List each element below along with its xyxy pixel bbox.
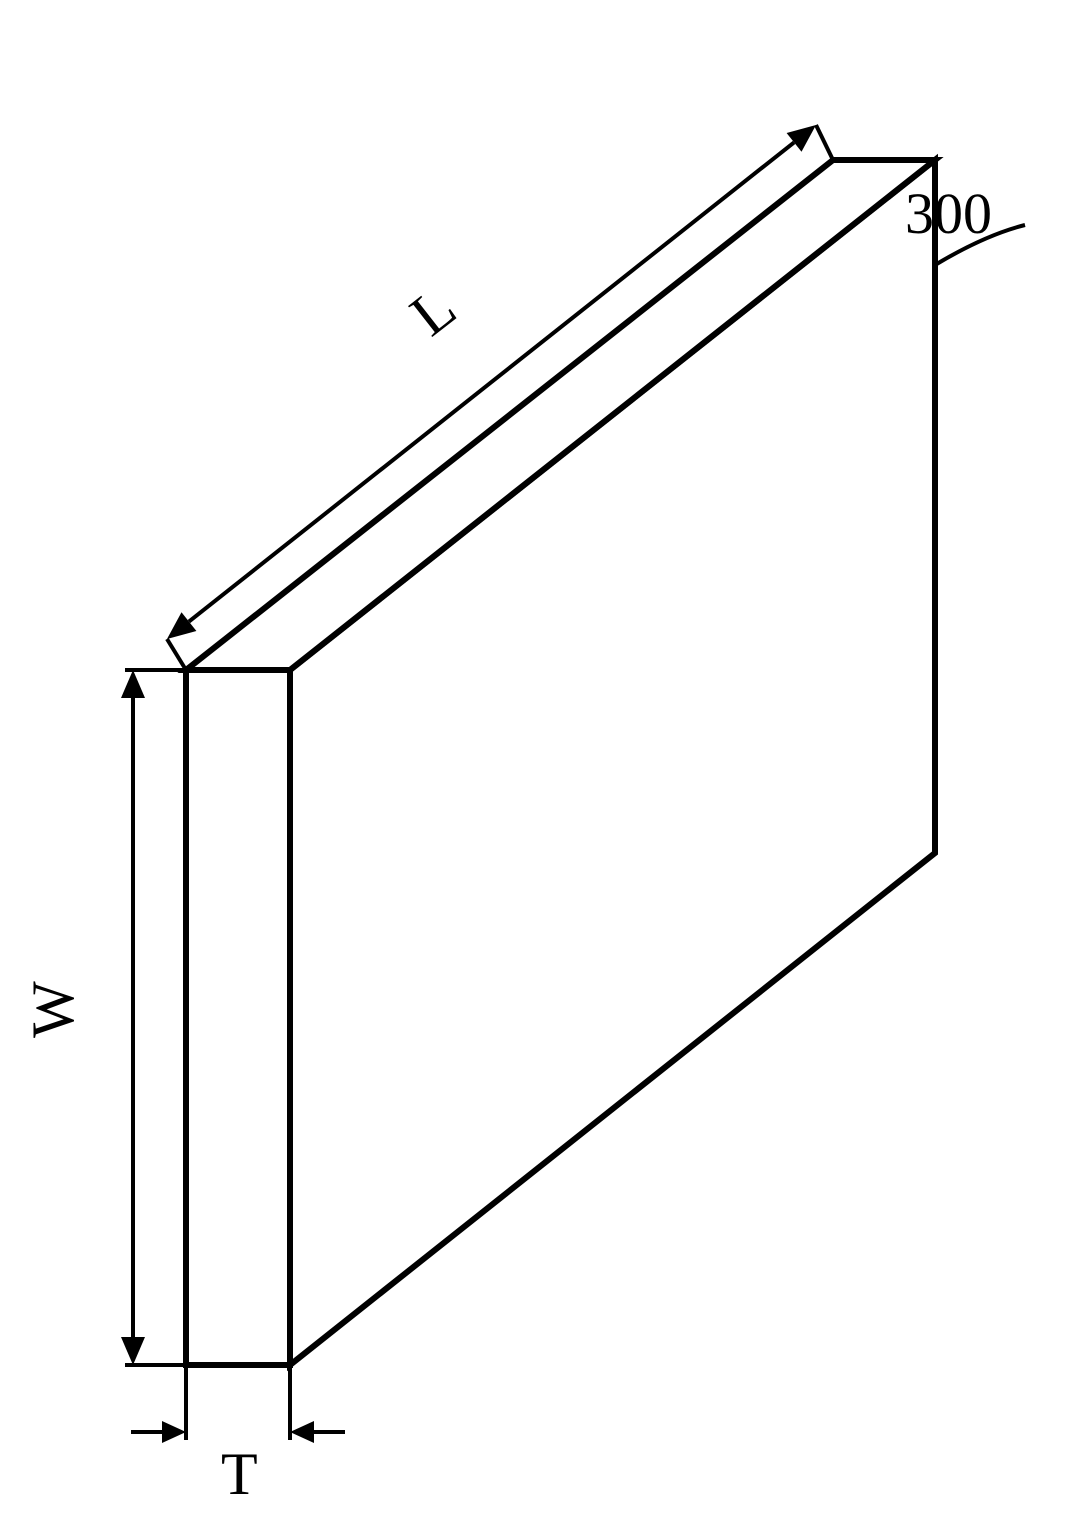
dimension-label-T: T [221,1440,258,1509]
dimension-label-W: W [19,981,88,1038]
callout-ref-number: 300 [905,180,992,247]
diagram-stage: L W T 300 [0,0,1065,1536]
